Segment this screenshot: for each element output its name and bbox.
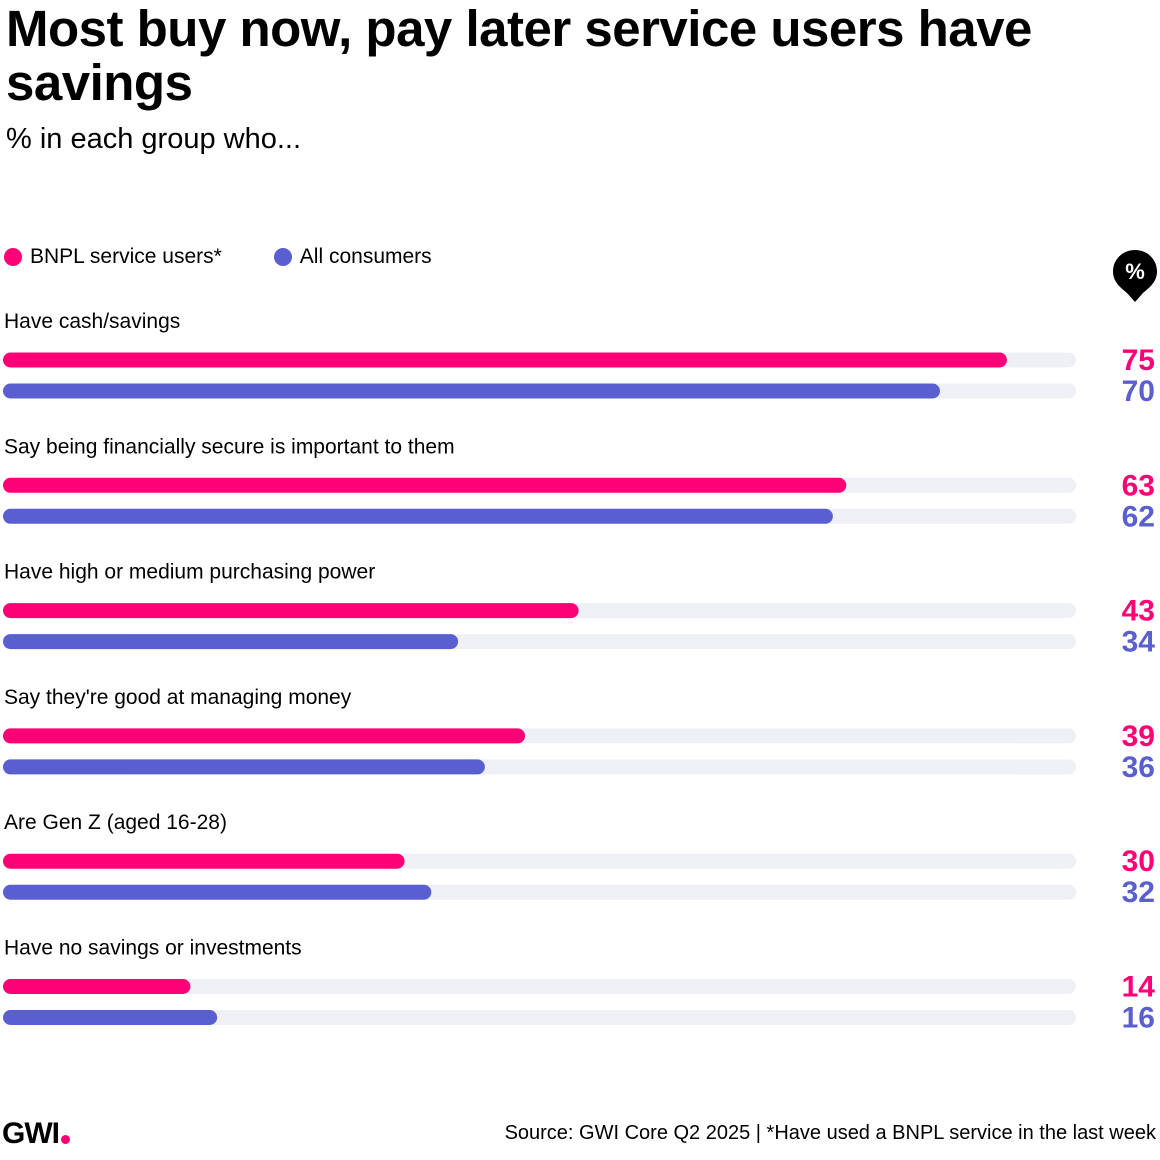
bar bbox=[3, 728, 526, 744]
bar bbox=[3, 884, 432, 900]
chart-title: Most buy now, pay later service users ha… bbox=[6, 0, 1032, 111]
bar-track bbox=[3, 979, 1076, 994]
bar bbox=[3, 759, 485, 775]
gwi-logo: GWI bbox=[2, 1118, 70, 1150]
percent-symbol: % bbox=[1125, 259, 1145, 284]
data-label: 62 bbox=[1122, 500, 1155, 533]
data-label: 30 bbox=[1122, 845, 1155, 878]
data-label: 32 bbox=[1122, 876, 1155, 909]
data-label: 39 bbox=[1122, 720, 1155, 753]
bar bbox=[3, 477, 847, 493]
category-label: Say being financially secure is importan… bbox=[4, 435, 455, 458]
percent-pin-icon: % bbox=[1113, 250, 1157, 302]
bar bbox=[3, 634, 459, 650]
bar bbox=[3, 853, 405, 869]
category-label: Have no savings or investments bbox=[4, 937, 302, 960]
data-label: 75 bbox=[1122, 344, 1155, 377]
data-label: 36 bbox=[1122, 751, 1155, 784]
data-label: 16 bbox=[1122, 1002, 1155, 1035]
bar-track bbox=[3, 1010, 1076, 1025]
legend: BNPL service users* All consumers bbox=[4, 244, 432, 270]
logo-dot-icon bbox=[61, 1135, 70, 1144]
bar bbox=[3, 603, 579, 619]
data-label: 70 bbox=[1122, 375, 1155, 408]
bar bbox=[3, 979, 191, 994]
logo-text: GWI bbox=[2, 1117, 60, 1150]
legend-item-bnpl: BNPL service users* bbox=[4, 245, 222, 269]
chart-subtitle: % in each group who... bbox=[6, 123, 302, 155]
bar bbox=[3, 352, 1007, 368]
legend-swatch-bnpl bbox=[4, 248, 22, 266]
source-note: Source: GWI Core Q2 2025 | *Have used a … bbox=[504, 1122, 1156, 1144]
data-label: 43 bbox=[1122, 595, 1155, 628]
data-label: 63 bbox=[1122, 469, 1155, 502]
category-label: Are Gen Z (aged 16-28) bbox=[4, 811, 227, 834]
category-label: Have cash/savings bbox=[4, 310, 180, 333]
legend-label-all-consumers: All consumers bbox=[299, 245, 432, 268]
legend-item-all-consumers: All consumers bbox=[273, 245, 432, 269]
data-label: 34 bbox=[1122, 626, 1156, 659]
category-label: Have high or medium purchasing power bbox=[4, 561, 375, 584]
data-label: 14 bbox=[1122, 971, 1156, 1004]
category-label: Say they're good at managing money bbox=[4, 686, 352, 709]
bar bbox=[3, 508, 833, 524]
legend-label-bnpl: BNPL service users* bbox=[30, 245, 222, 268]
bar bbox=[3, 1010, 218, 1025]
legend-swatch-all-consumers bbox=[273, 248, 292, 266]
bar bbox=[3, 383, 940, 399]
